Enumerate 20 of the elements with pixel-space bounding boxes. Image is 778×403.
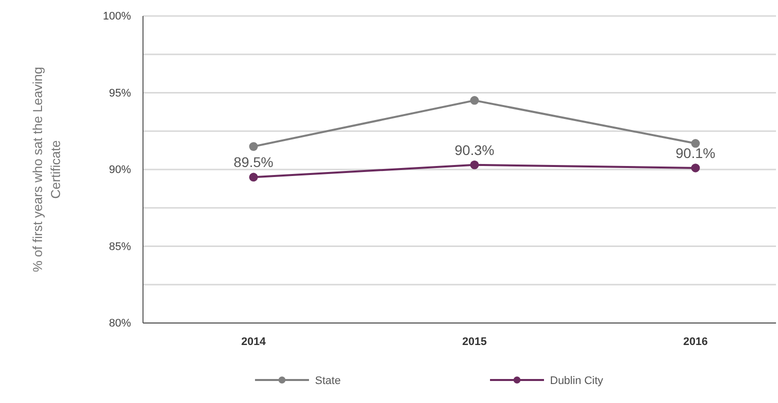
x-tick-label: 2016 (683, 336, 708, 348)
y-tick-label: 90% (108, 164, 132, 176)
point (470, 96, 479, 105)
y-tick-label: 100% (102, 10, 132, 23)
y-tick-label: 95% (108, 87, 132, 100)
point (691, 164, 700, 172)
legend-label: Dublin City (550, 375, 604, 387)
point (691, 139, 700, 148)
point (249, 172, 258, 182)
y-tick-label: 80% (108, 318, 132, 330)
data-label: 89.5% (234, 154, 274, 170)
x-tick-label: 2015 (462, 336, 487, 348)
legend-label: State (315, 375, 341, 387)
data-label: 90.3% (454, 142, 494, 158)
x-tick-label: 2014 (241, 336, 267, 348)
point (470, 160, 479, 170)
data-label: 90.1% (676, 144, 716, 161)
y-axis-title: % of first years who sat the Leaving Certificate (30, 66, 63, 272)
point (249, 142, 258, 151)
y-tick-label: 85% (108, 240, 132, 253)
